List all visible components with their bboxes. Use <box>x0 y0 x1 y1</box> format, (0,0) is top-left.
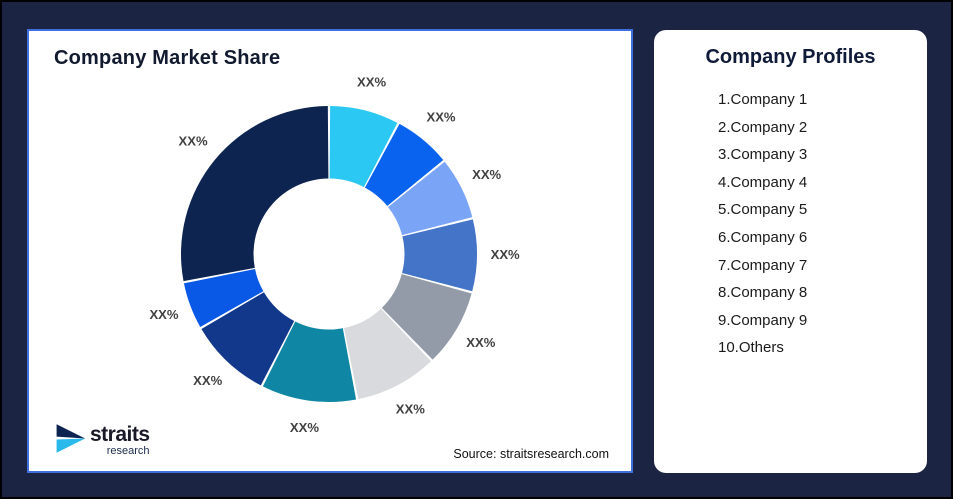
company-list-item: 4.Company 4 <box>718 173 808 191</box>
donut-segment-company-1 <box>329 106 398 188</box>
segment-label: XX% <box>491 247 520 262</box>
market-share-panel: XX% XX% XX% XX% XX% XX% XX% XX% XX% XX% Company M… <box>27 29 633 473</box>
segment-label: XX% <box>466 335 495 350</box>
straits-research-logo: straits research <box>49 424 150 457</box>
segment-label: XX% <box>472 167 501 182</box>
straits-logo-icon <box>56 424 86 453</box>
segment-label: XX% <box>179 133 208 148</box>
donut-segment-company-9 <box>183 268 264 328</box>
donut-segment-company-8 <box>201 292 295 386</box>
company-list-item: 2.Company 2 <box>718 118 808 136</box>
logo-arrow-top-shape <box>56 424 86 439</box>
donut-segment-company-6 <box>343 308 431 400</box>
company-profiles-list: 1.Company 1 2.Company 2 3.Company 3 4.Compa… <box>654 86 927 362</box>
segment-label: XX% <box>193 373 222 388</box>
donut-segment-company-4 <box>402 219 477 292</box>
company-list-item: 7.Company 7 <box>718 256 808 274</box>
profiles-title: Company Profiles <box>705 46 876 68</box>
logo-wordmark: straits <box>90 423 150 446</box>
segment-label: XX% <box>396 402 425 417</box>
segment-label: XX% <box>426 110 455 125</box>
donut-segment-company-3 <box>388 161 473 236</box>
logo-text-block: straits research <box>90 423 150 457</box>
company-list-item: 3.Company 3 <box>718 146 808 164</box>
logo-subtext: research <box>106 445 150 457</box>
segment-label: XX% <box>149 307 178 322</box>
market-share-donut-chart: XX% XX% XX% XX% XX% XX% XX% XX% XX% XX% <box>149 75 520 435</box>
company-list-item: 8.Company 8 <box>718 284 808 302</box>
chart-title: Company Market Share <box>54 47 281 69</box>
company-list-item: 9.Company 9 <box>718 311 808 329</box>
company-profiles-panel: Company Profiles 1.Company 1 2.Company 2 3… <box>654 30 927 473</box>
segment-label: XX% <box>357 75 386 90</box>
donut-segment-company-2 <box>364 123 444 207</box>
company-list-item: 5.Company 5 <box>718 201 808 219</box>
donut-segment-company-7 <box>262 321 357 403</box>
segment-label: XX% <box>290 420 319 435</box>
company-list-item: 10.Others <box>718 339 784 357</box>
donut-segment-others <box>181 106 329 282</box>
donut-segment-company-5 <box>381 274 472 360</box>
source-attribution: Source: straitsresearch.com <box>453 447 609 461</box>
company-list-item: 1.Company 1 <box>718 91 808 108</box>
logo-arrow-bottom-shape <box>56 438 86 453</box>
company-list-item: 6.Company 6 <box>718 228 808 246</box>
